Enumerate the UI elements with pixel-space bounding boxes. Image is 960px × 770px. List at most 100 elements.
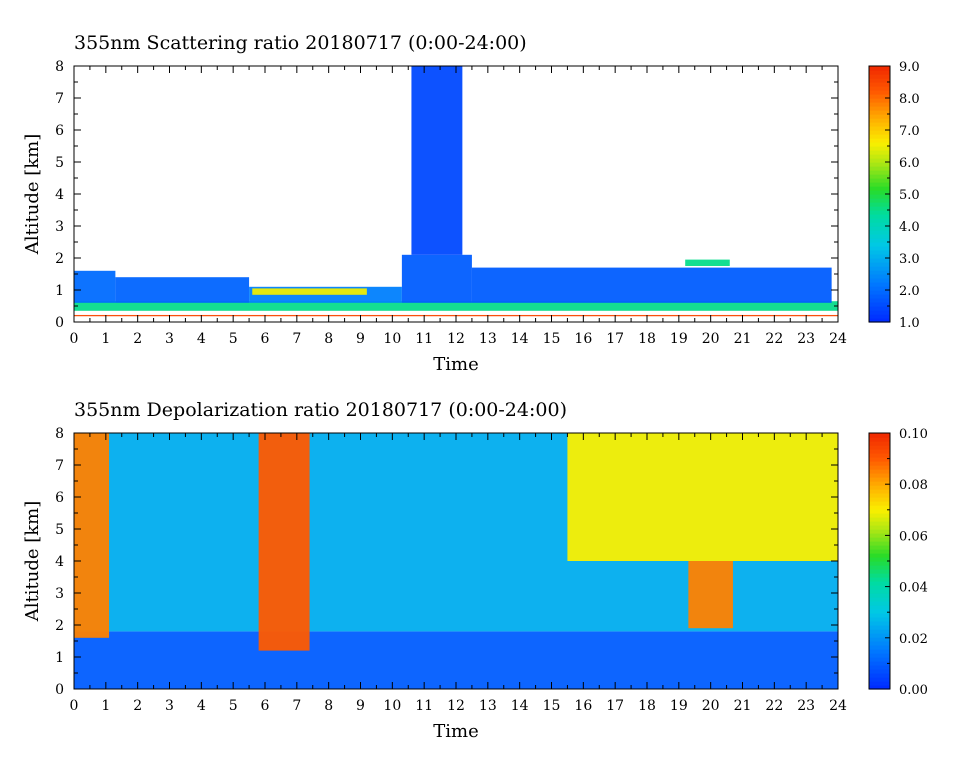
- colorbar-segment: [869, 278, 890, 283]
- y-tick-label: 7: [55, 458, 64, 474]
- y-tick-label: 5: [55, 522, 64, 538]
- y-tick-label: 3: [55, 586, 64, 602]
- x-tick-label: 14: [511, 698, 529, 714]
- x-tick-label: 19: [670, 331, 688, 347]
- colorbar-segment: [869, 214, 890, 219]
- colorbar-segment: [869, 182, 890, 187]
- colorbar-tick-label: 0.06: [899, 529, 928, 544]
- colorbar-segment: [869, 114, 890, 119]
- colorbar-tick-label: 3.0: [899, 252, 920, 267]
- depolarization-ratio-panel: 355nm Depolarization ratio 20180717 (0:0…: [22, 399, 928, 742]
- x-tick-label: 15: [543, 331, 561, 347]
- colorbar-segment: [869, 126, 890, 131]
- x-tick-label: 3: [165, 331, 174, 347]
- x-tick-label: 4: [197, 698, 206, 714]
- y-tick-label: 2: [55, 251, 64, 267]
- colorbar-segment: [869, 70, 890, 75]
- colorbar-segment: [869, 230, 890, 235]
- colorbar-segment: [869, 218, 890, 223]
- colorbar-segment: [869, 577, 890, 582]
- y-tick-label: 4: [55, 187, 64, 203]
- y-tick-label: 8: [55, 426, 64, 442]
- axis-ticks: 0 1 2 3 4 5 6 7 8 9 10 11 12 13 14 15 16 17 18 19 20 21 22 23 24…: [55, 426, 847, 714]
- colorbar-segment: [869, 669, 890, 674]
- scattering-ratio-panel: 355nm Scattering ratio 20180717 (0:00-24…: [22, 32, 920, 375]
- colorbar-segment: [869, 178, 890, 183]
- colorbar-segment: [869, 250, 890, 255]
- colorbar-segment: [869, 505, 890, 510]
- x-tick-label: 5: [229, 331, 238, 347]
- colorbar-segment: [869, 206, 890, 211]
- colorbar-segment: [869, 262, 890, 267]
- colorbar-segment: [869, 258, 890, 263]
- x-tick-label: 16: [574, 331, 592, 347]
- colorbar-segment: [869, 314, 890, 319]
- colorbar-segment: [869, 493, 890, 498]
- y-tick-label: 2: [55, 618, 64, 634]
- colorbar-tick-label: 0.02: [899, 632, 928, 647]
- colorbar-segment: [869, 557, 890, 562]
- colorbar-segment: [869, 561, 890, 566]
- x-tick-label: 0: [70, 331, 79, 347]
- heatmap-layer: [74, 66, 838, 317]
- colorbar-segment: [869, 525, 890, 530]
- colorbar-segment: [869, 661, 890, 666]
- colorbar-segment: [869, 649, 890, 654]
- colorbar-tick-label: 9.0: [899, 60, 920, 75]
- colorbar-segment: [869, 665, 890, 670]
- colorbar-segment: [869, 501, 890, 506]
- x-tick-label: 8: [324, 331, 333, 347]
- colorbar-segment: [869, 274, 890, 279]
- colorbar-segment: [869, 625, 890, 630]
- heatmap-cell-0: [74, 631, 838, 689]
- x-tick-label: 23: [797, 698, 815, 714]
- colorbar-segment: [869, 82, 890, 87]
- colorbar-segment: [869, 170, 890, 175]
- colorbar-segment: [869, 597, 890, 602]
- colorbar-segment: [869, 106, 890, 111]
- colorbar-segment: [869, 130, 890, 135]
- colorbar-segment: [869, 202, 890, 207]
- colorbar-segment: [869, 541, 890, 546]
- colorbar-segment: [869, 118, 890, 123]
- x-tick-label: 11: [415, 331, 433, 347]
- x-tick-label: 13: [479, 698, 497, 714]
- x-tick-label: 9: [356, 698, 365, 714]
- colorbar-tick-label: 8.0: [899, 92, 920, 107]
- colorbar-tick-label: 0.04: [899, 581, 928, 596]
- colorbar-segment: [869, 318, 890, 323]
- y-tick-label: 0: [55, 315, 64, 331]
- x-tick-label: 11: [415, 698, 433, 714]
- colorbar-segment: [869, 102, 890, 107]
- colorbar-segment: [869, 545, 890, 550]
- x-tick-label: 22: [765, 331, 783, 347]
- heatmap-cell-4: [567, 433, 838, 561]
- colorbar-segment: [869, 437, 890, 442]
- y-tick-label: 7: [55, 91, 64, 107]
- x-tick-label: 18: [638, 331, 656, 347]
- colorbar-segment: [869, 234, 890, 239]
- x-tick-label: 21: [734, 698, 752, 714]
- colorbar-segment: [869, 521, 890, 526]
- colorbar-tick-label: 1.0: [899, 316, 920, 331]
- heatmap-cell-2: [74, 270, 116, 303]
- colorbar-segment: [869, 222, 890, 227]
- colorbar-segment: [869, 517, 890, 522]
- colorbar-segment: [869, 302, 890, 307]
- heatmap-cell-5: [688, 561, 733, 629]
- x-tick-label: 6: [261, 331, 270, 347]
- colorbar-segment: [869, 86, 890, 91]
- x-tick-label: 14: [511, 331, 529, 347]
- colorbar-segment: [869, 441, 890, 446]
- colorbar-segment: [869, 433, 890, 438]
- colorbar: 1.0 2.0 3.0 4.0 5.0 6.0 7.0 8.0 9.0: [868, 60, 920, 331]
- colorbar-segment: [869, 633, 890, 638]
- colorbar-segment: [869, 509, 890, 514]
- colorbar-tick-label: 7.0: [899, 124, 920, 139]
- colorbar-segment: [869, 457, 890, 462]
- heatmap-cell-1: [74, 301, 838, 311]
- colorbar-segment: [869, 134, 890, 139]
- colorbar-tick-label: 2.0: [899, 284, 920, 299]
- colorbar-segment: [869, 158, 890, 163]
